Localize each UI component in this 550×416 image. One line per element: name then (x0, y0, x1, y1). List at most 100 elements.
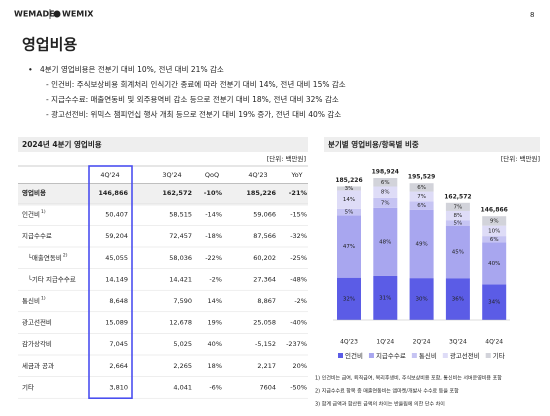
cell: 58,036 (169, 254, 192, 262)
cell: 59,066 (253, 211, 276, 219)
segment-label: 36% (452, 297, 464, 303)
cell: 45,055 (105, 254, 128, 262)
segment-label: 34% (488, 300, 500, 306)
bar-segment (482, 242, 507, 285)
cell: 20% (293, 362, 307, 370)
row-label: 통신비 (22, 296, 40, 305)
segment-label: 48% (379, 239, 391, 245)
bar-segment (373, 178, 398, 187)
bar-segment (409, 183, 434, 192)
cell: 7,045 (109, 340, 128, 348)
bar-segment (337, 277, 361, 320)
cell: 27,364 (253, 275, 276, 283)
cell: 58,515 (169, 211, 192, 219)
slide-title: 영업비용 (22, 36, 77, 54)
bullet-dot: • (28, 66, 33, 75)
bar-segment (337, 208, 361, 216)
segment-label: 7% (454, 204, 463, 210)
cell: -10% (204, 189, 223, 197)
bar-segment (409, 209, 434, 279)
bullet-sub: - 지급수수료: 매출연동비 및 외주용역비 감소 등으로 전분기 대비 18%… (46, 94, 339, 104)
footnote: 1) 인건비는 급여, 퇴직급여, 복리후생비, 주식보상비용 포함, 통신비는… (315, 375, 502, 382)
logo-icon (53, 10, 61, 18)
cell: 59,204 (105, 232, 128, 240)
cell: 3,810 (109, 383, 128, 391)
bar-segment (482, 284, 507, 320)
page-number: 8 (530, 11, 534, 19)
segment-label: 7% (417, 194, 426, 200)
bar-segment (482, 225, 507, 237)
segment-label: 9% (490, 218, 499, 224)
cell: 7,590 (173, 297, 192, 305)
column-header: QoQ (205, 171, 219, 179)
highlight-column (88, 165, 133, 399)
column-header: 4Q'24 (100, 171, 119, 179)
row-label: 영업비용 (22, 188, 46, 197)
footnote-marker: 2) (63, 252, 68, 258)
column-header: 3Q'24 (162, 171, 181, 179)
total-label: 185,226 (335, 177, 362, 184)
cell: 8,867 (257, 297, 276, 305)
cell: 87,566 (253, 232, 276, 240)
legend-swatch (368, 353, 374, 358)
column-header: YoY (290, 171, 302, 179)
total-row-bg (18, 184, 308, 206)
table-unit: [단위: 백만원] (267, 154, 306, 163)
footnote-marker: 1) (41, 296, 46, 302)
legend-swatch (411, 353, 417, 358)
segment-label: 45% (452, 250, 464, 256)
bar-segment (445, 225, 470, 279)
bar-segment (373, 207, 398, 276)
segment-label: 3% (345, 186, 354, 192)
cell: 146,866 (98, 189, 128, 197)
footnote: 2) 지급수수료 항목 중 매출연동비는 앱마켓/개발사 수수료 등을 포함 (315, 388, 459, 395)
legend-label: 인건비 (345, 351, 363, 360)
legend-swatch (338, 353, 343, 358)
segment-label: 6% (417, 185, 426, 191)
total-label: 198,924 (372, 169, 399, 176)
cell: 2,217 (257, 362, 276, 370)
cell: 40% (208, 340, 222, 348)
legend-swatch (485, 353, 491, 358)
bar-segment (445, 210, 470, 221)
x-tick-label: 4Q'24 (485, 339, 503, 346)
cell: 2,664 (109, 362, 128, 370)
cell: 14% (208, 297, 222, 305)
bar-segment (373, 197, 398, 208)
bar-segment (337, 190, 361, 209)
segment-label: 10% (488, 228, 500, 234)
cell: 7604 (259, 383, 276, 391)
logo2: WEMIX (62, 10, 94, 19)
section-bar (324, 137, 540, 152)
legend-label: 통신비 (419, 351, 437, 360)
total-label: 162,572 (444, 193, 471, 200)
bullet-sub: - 광고선전비: 위믹스 챔피언십 행사 개최 등으로 전분기 대비 19% 증… (46, 109, 341, 119)
legend-swatch (442, 353, 448, 358)
row-label: 지급수수료 (22, 231, 52, 240)
row-label: 광고선전비 (22, 318, 52, 327)
segment-label: 49% (415, 241, 427, 247)
x-tick-label: 1Q'24 (376, 339, 394, 346)
bar-segment (409, 201, 434, 210)
cell: -50% (290, 383, 307, 391)
legend-label: 기타 (493, 351, 505, 360)
segment-label: 6% (490, 237, 499, 243)
chart-unit: [단위: 백만원] (501, 154, 540, 163)
cell: -15% (290, 211, 307, 219)
cell: 14,421 (169, 275, 192, 283)
cell: 2,265 (173, 362, 192, 370)
legend-label: 지급수수료 (376, 351, 406, 360)
cell: -21% (289, 189, 308, 197)
cell: -14% (205, 211, 222, 219)
segment-label: 14% (343, 197, 355, 203)
row-label: 감가상각비 (22, 339, 52, 348)
cell: 5,025 (173, 340, 192, 348)
segment-label: 6% (417, 203, 426, 209)
cell: 19% (208, 319, 222, 327)
bar-segment (445, 202, 470, 211)
segment-label: 5% (345, 210, 354, 216)
cell: -48% (290, 275, 307, 283)
bar-segment (445, 278, 470, 320)
cell: 185,226 (246, 189, 276, 197)
